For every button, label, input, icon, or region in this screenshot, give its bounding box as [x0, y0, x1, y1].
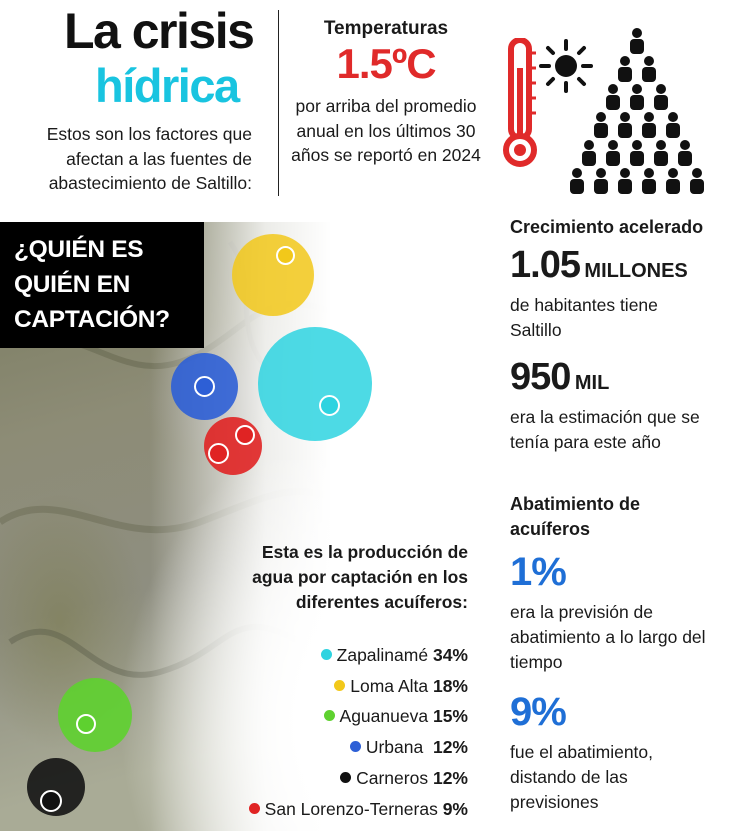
person-icon — [594, 112, 608, 138]
person-icon — [630, 28, 644, 54]
marker-loma-alta — [276, 246, 295, 265]
legend-name: Zapalinamé — [336, 645, 429, 665]
person-icon — [690, 168, 704, 194]
marker-san-lorenzo-1 — [235, 425, 255, 445]
person-icon — [630, 84, 644, 110]
legend-dot — [340, 772, 352, 783]
legend-item: San Lorenzo-Terneras 9% — [248, 799, 468, 820]
legend-name: Loma Alta — [350, 676, 429, 696]
population-text: de habitantes tiene Saltillo — [510, 295, 658, 340]
population-value: 1.05 — [510, 244, 581, 286]
person-icon — [642, 112, 656, 138]
intro-text: Estos son los factores que afectan a las… — [46, 124, 252, 193]
callout-text: ¿QUIÉN ES QUIÉN EN CAPTACIÓN? — [14, 236, 170, 333]
thermometer-icon — [503, 38, 537, 167]
person-icon — [570, 168, 584, 194]
legend-value: 15% — [432, 706, 468, 726]
person-icon — [654, 84, 668, 110]
marker-zapalinamé — [319, 395, 340, 416]
legend-value: 18% — [432, 676, 468, 696]
person-icon — [618, 56, 632, 82]
person-icon — [654, 140, 668, 166]
sun-icon — [539, 39, 593, 93]
legend-item: Carneros 12% — [340, 768, 468, 789]
person-icon — [618, 112, 632, 138]
aquifer-zapalinamé — [258, 327, 372, 441]
legend-value: 12% — [432, 768, 468, 788]
people-pyramid-icon — [570, 28, 704, 194]
aquifer-aguanueva — [58, 678, 132, 752]
population-unit: MILLONES — [584, 260, 688, 282]
person-icon — [666, 168, 680, 194]
temperature-heading: Temperaturas — [323, 18, 449, 39]
aquifers-heading: Abatimiento de acuíferos — [510, 494, 641, 539]
legend-item: Zapalinamé 34% — [320, 645, 468, 666]
legend-name: San Lorenzo-Terneras — [264, 799, 438, 819]
person-icon — [582, 140, 596, 166]
legend-value: 34% — [432, 645, 468, 665]
person-icon — [618, 168, 632, 194]
legend-dot — [323, 710, 335, 721]
person-icon — [642, 168, 656, 194]
temperature-text: por arriba del promedio anual en los últ… — [291, 96, 481, 165]
callout-box — [0, 222, 204, 348]
actual-value: 9% — [510, 690, 567, 734]
actual-text: fue el abatimiento, distando de las prev… — [510, 742, 654, 812]
person-icon — [642, 56, 656, 82]
estimate-value: 950 — [510, 356, 571, 398]
title-line-2: hídrica — [95, 59, 240, 112]
title-line-1: La crisis — [64, 3, 255, 59]
person-icon — [606, 140, 620, 166]
estimate-text: era la estimación que se tenía para este… — [510, 407, 700, 452]
legend-dot — [349, 741, 361, 752]
aquifer-loma-alta — [232, 234, 314, 316]
legend-name: Carneros — [356, 768, 429, 788]
estimate-figure: 950 MIL — [510, 356, 730, 399]
legend-item: Urbana 12% — [349, 737, 468, 758]
marker-urbana — [194, 376, 215, 397]
production-text: Esta es la producción de agua por captac… — [252, 542, 468, 612]
person-icon — [594, 168, 608, 194]
marker-carneros — [40, 790, 62, 812]
legend-item: Aguanueva 15% — [323, 706, 468, 727]
legend-name: Aguanueva — [339, 706, 429, 726]
person-icon — [666, 112, 680, 138]
header-divider — [278, 10, 279, 196]
marker-aguanueva — [76, 714, 96, 734]
person-icon — [606, 84, 620, 110]
legend-dot — [334, 680, 346, 691]
legend-dot — [320, 649, 332, 660]
legend-value: 9% — [442, 799, 468, 819]
population-figure: 1.05 MILLONES — [510, 244, 730, 287]
person-icon — [678, 140, 692, 166]
legend-item: Loma Alta 18% — [334, 676, 468, 697]
growth-heading: Crecimiento acelerado — [510, 217, 704, 237]
legend-value: 12% — [432, 737, 468, 757]
legend-dot — [248, 803, 260, 814]
legend-name: Urbana — [365, 737, 424, 757]
temperature-value: 1.5ºC — [336, 40, 436, 87]
marker-san-lorenzo-2 — [208, 443, 229, 464]
forecast-value: 1% — [510, 550, 567, 594]
forecast-text: era la previsión de abatimiento a lo lar… — [510, 602, 706, 672]
person-icon — [630, 140, 644, 166]
estimate-unit: MIL — [574, 372, 610, 394]
